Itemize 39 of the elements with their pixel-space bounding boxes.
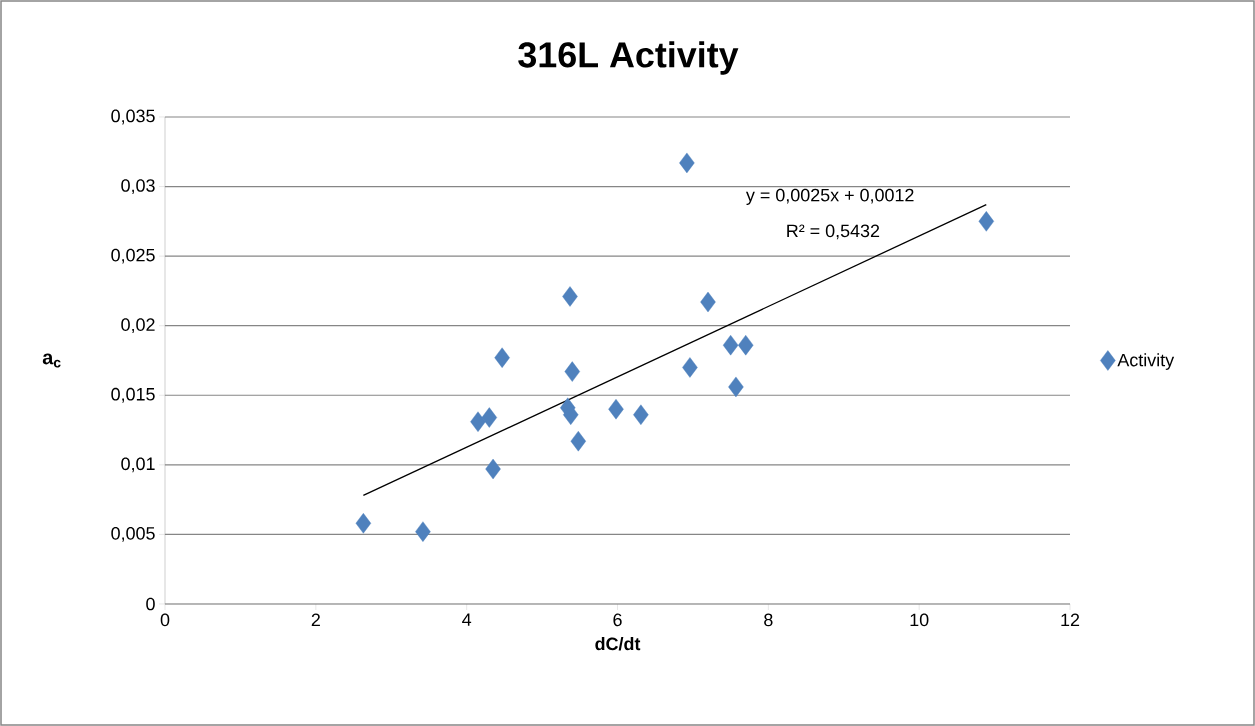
point xyxy=(679,152,695,174)
point xyxy=(570,430,586,452)
y-tick-label: 0 xyxy=(146,597,155,611)
point xyxy=(485,458,501,480)
y-tick-label: 0,015 xyxy=(111,387,155,403)
x-tick-label: 0 xyxy=(160,613,170,627)
x-tick-label: 12 xyxy=(1061,613,1080,627)
point xyxy=(738,334,754,356)
x-tick-label: 6 xyxy=(613,613,622,627)
x-tick-label: 8 xyxy=(764,613,773,627)
point xyxy=(608,398,624,420)
point xyxy=(978,211,994,232)
point xyxy=(494,347,510,368)
x-axis-title: dC/dt xyxy=(595,637,641,651)
y-tick-label: 0,005 xyxy=(111,526,155,542)
x-tick-label: 10 xyxy=(910,613,929,627)
x-tick-label: 4 xyxy=(462,613,472,626)
point xyxy=(728,376,744,398)
chart-title: 316L Activity xyxy=(518,41,739,75)
annotation: R² = 0,5432 xyxy=(787,224,880,240)
y-tick-label: 0,025 xyxy=(111,248,155,264)
point xyxy=(562,286,578,307)
y-tick-label: 0,01 xyxy=(121,457,155,473)
x-tick-label: 2 xyxy=(311,613,320,627)
annotation: y = 0,0025x + 0,0012 xyxy=(745,188,914,205)
point xyxy=(564,361,580,382)
y-tick-label: 0,035 xyxy=(111,109,155,125)
point xyxy=(470,411,486,432)
point xyxy=(415,521,431,542)
y-tick-label: 0,02 xyxy=(121,318,155,334)
legend-label: Activity xyxy=(1117,353,1175,370)
point xyxy=(682,357,698,378)
point xyxy=(633,404,649,425)
point xyxy=(355,513,372,534)
point xyxy=(481,407,497,428)
point xyxy=(700,291,716,313)
y-tick-label: 0,03 xyxy=(121,179,155,194)
y-axis-title: a$_{c}$ xyxy=(42,353,61,368)
point xyxy=(722,334,739,356)
